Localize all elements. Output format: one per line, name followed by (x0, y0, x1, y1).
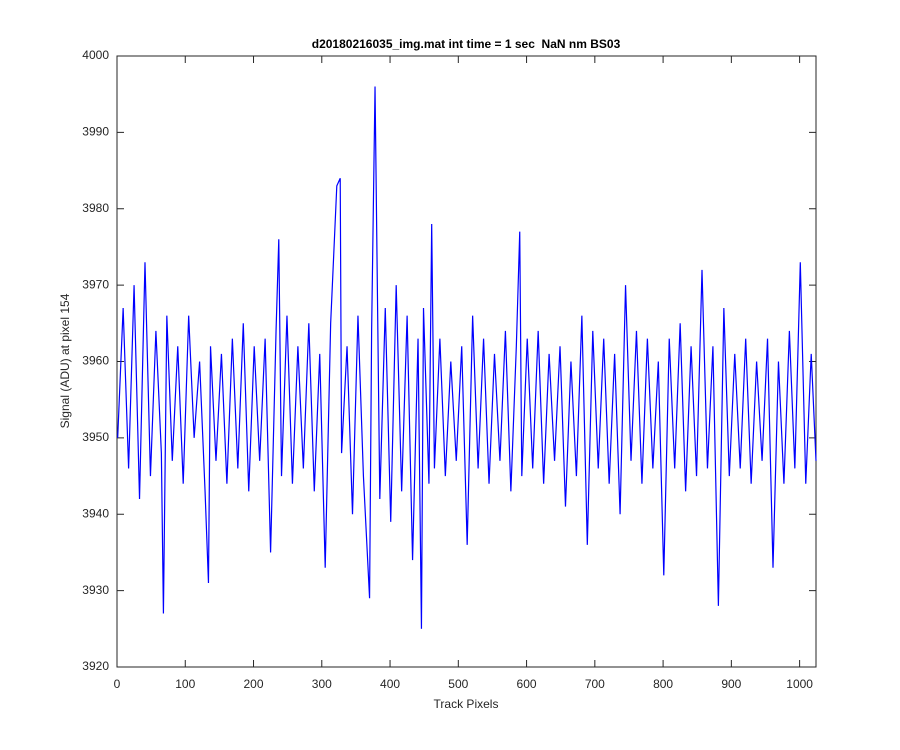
x-tick-label: 300 (312, 677, 332, 691)
x-tick-label: 400 (380, 677, 400, 691)
y-tick-label: 3970 (82, 277, 109, 291)
y-tick-label: 3950 (82, 430, 109, 444)
x-tick-label: 700 (585, 677, 605, 691)
x-tick-label: 0 (114, 677, 121, 691)
data-line (117, 86, 817, 629)
x-tick-label: 600 (517, 677, 537, 691)
x-tick-label: 200 (244, 677, 264, 691)
y-tick-label: 3930 (82, 583, 109, 597)
y-tick-label: 3960 (82, 354, 109, 368)
x-tick-label: 100 (175, 677, 195, 691)
x-tick-label: 800 (653, 677, 673, 691)
x-tick-label: 900 (721, 677, 741, 691)
y-tick-label: 3980 (82, 201, 109, 215)
x-tick-label: 1000 (786, 677, 813, 691)
y-tick-label: 3990 (82, 125, 109, 139)
y-tick-label: 3940 (82, 506, 109, 520)
chart-title: d20180216035_img.mat int time = 1 sec Na… (312, 37, 621, 51)
y-tick-label: 4000 (82, 48, 109, 62)
y-tick-label: 3920 (82, 659, 109, 673)
y-axis-label: Signal (ADU) at pixel 154 (58, 293, 72, 428)
x-tick-label: 500 (448, 677, 468, 691)
x-axis-label: Track Pixels (434, 697, 499, 711)
